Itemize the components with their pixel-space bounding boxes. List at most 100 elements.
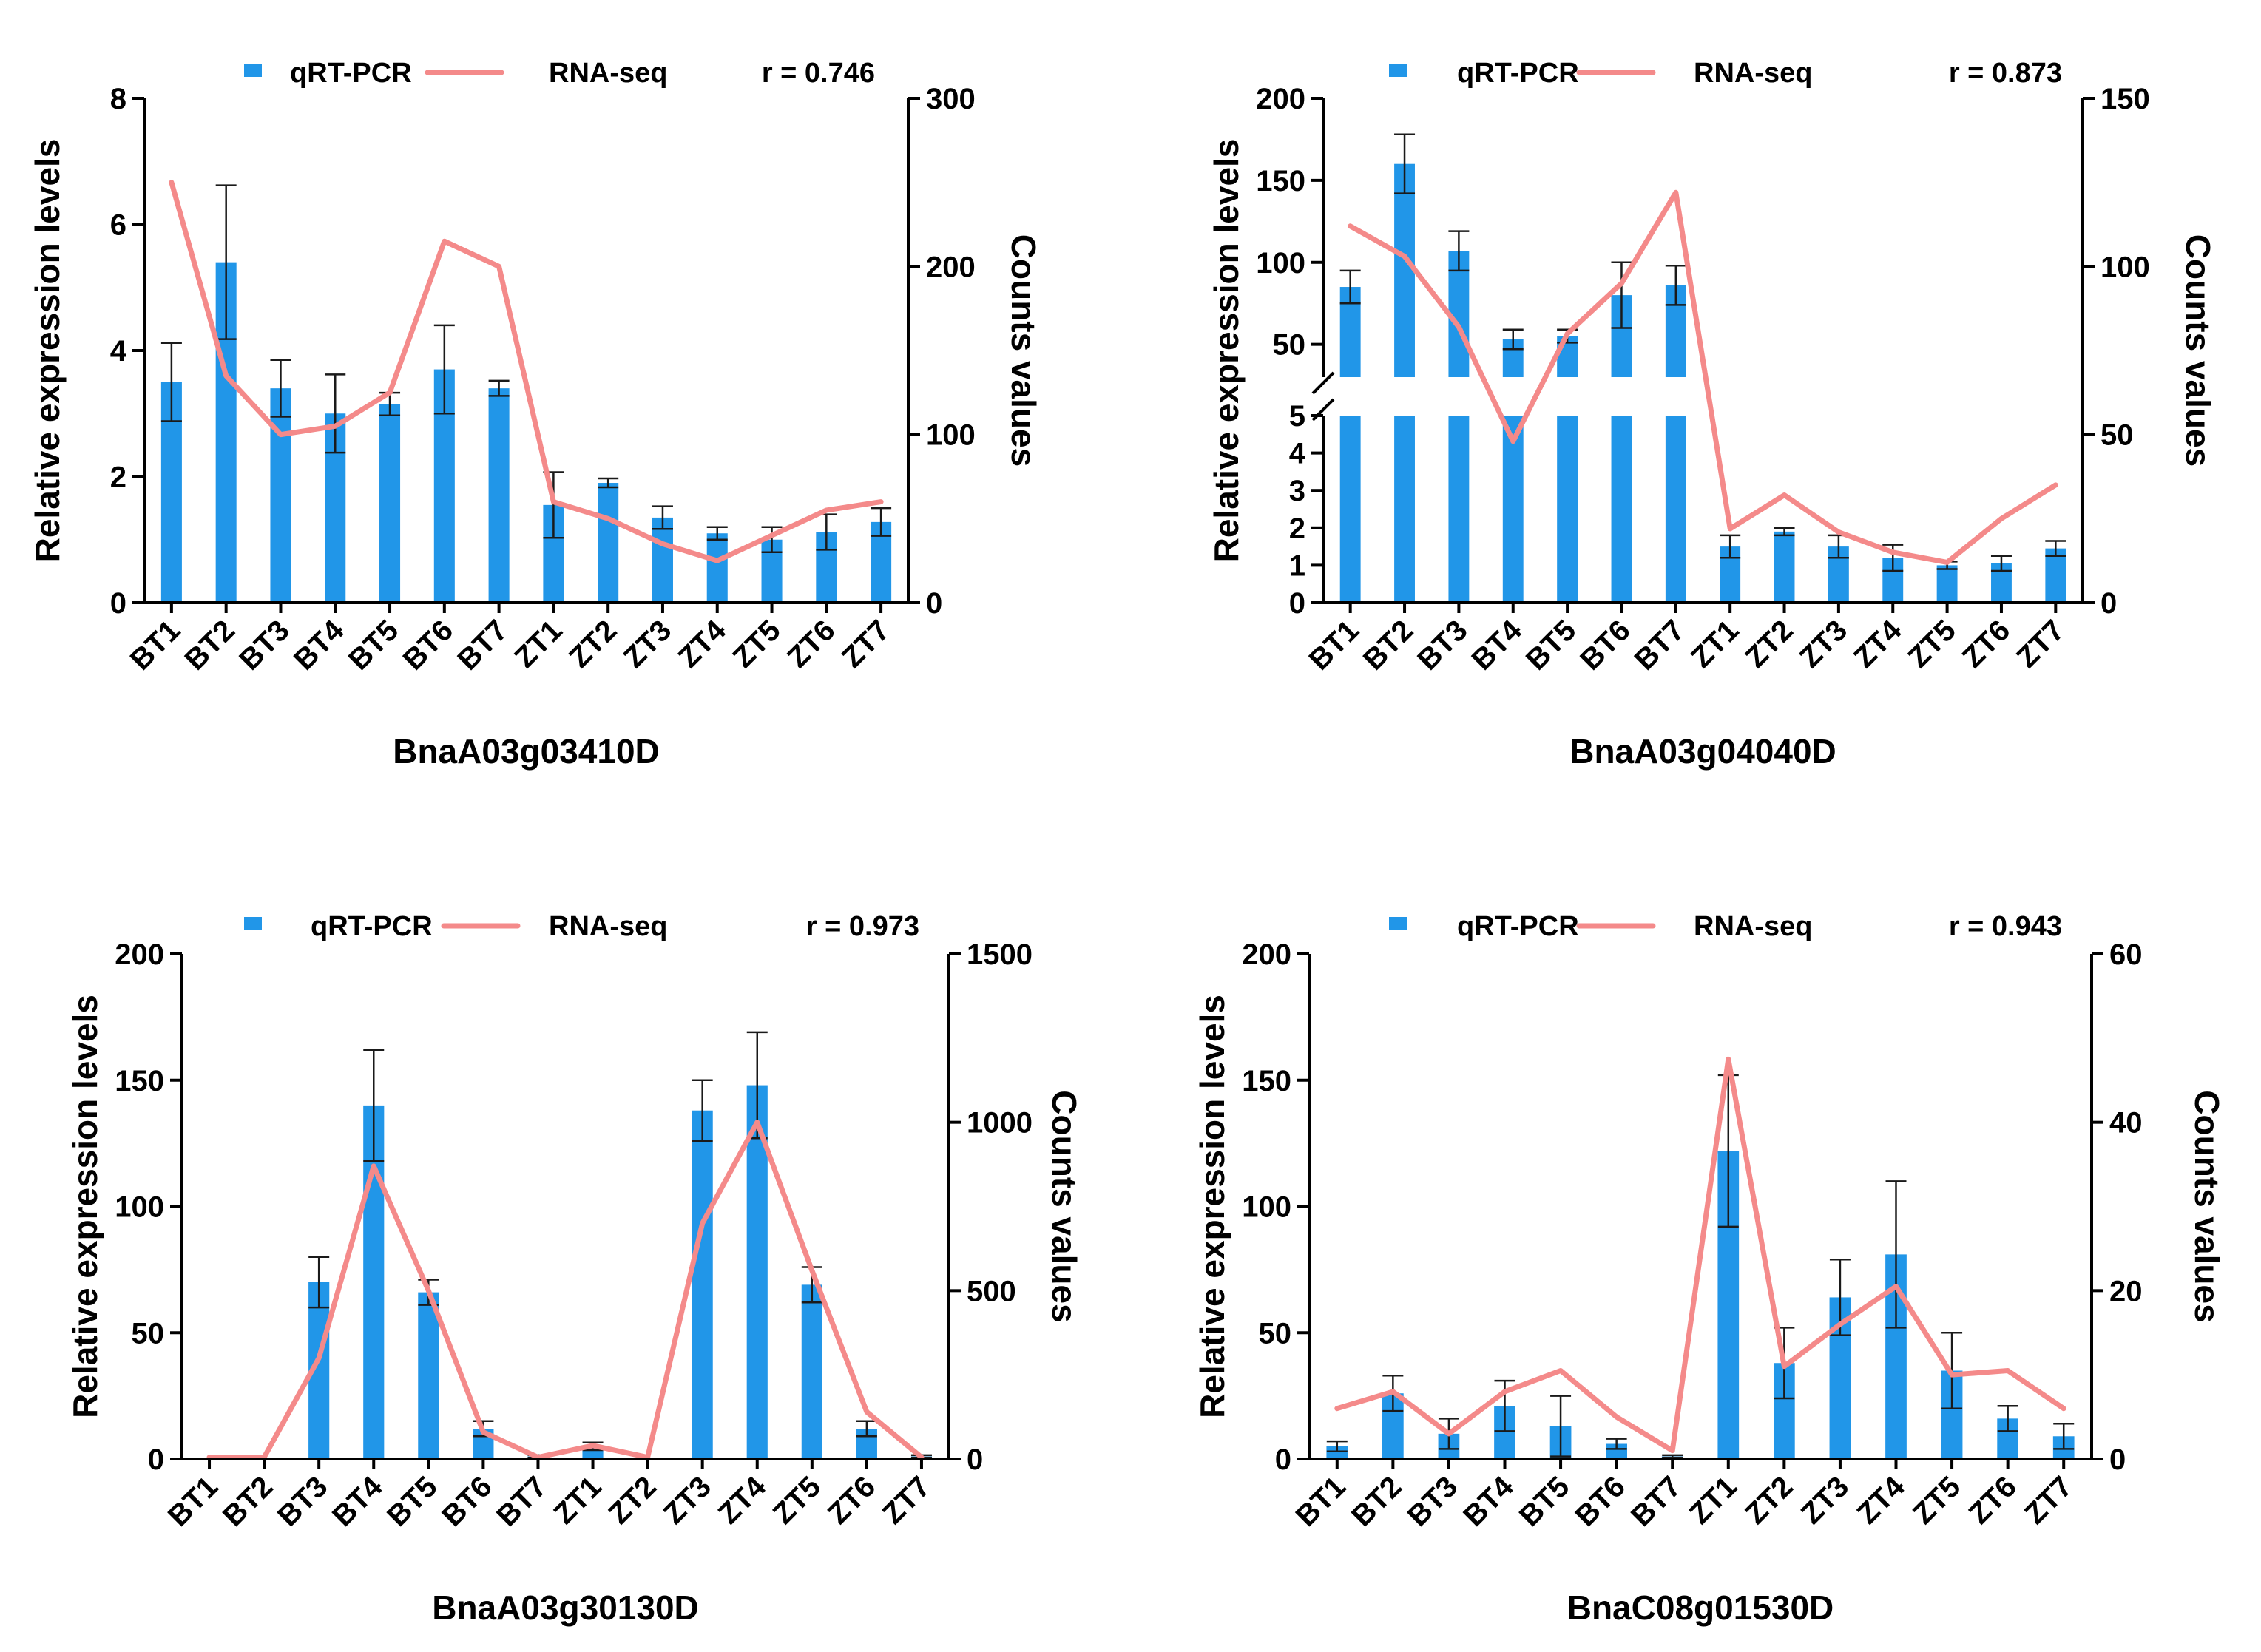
right-tick-label: 0 <box>926 587 942 620</box>
x-tick-label: BT2 <box>178 614 241 677</box>
x-tick-label: BT4 <box>288 614 351 677</box>
correlation-label: r = 0.943 <box>1949 911 2062 942</box>
left-tick-label: 150 <box>115 1065 164 1097</box>
x-tick-label: BT1 <box>124 614 187 677</box>
gene-title: BnaC08g01530D <box>1567 1588 1834 1627</box>
left-tick-label: 200 <box>1242 938 1291 971</box>
bar <box>801 1284 822 1459</box>
right-tick-label: 500 <box>967 1275 1016 1307</box>
chart-panel-4: 0 50 100 150 200 0 20 40 60 BT1BT2BT3BT4BT5BT6BT7… <box>1193 911 2226 1627</box>
x-tick-label: ZT4 <box>672 614 733 674</box>
x-tick-label: BT6 <box>397 614 460 677</box>
legend-bar-swatch <box>1389 917 1407 930</box>
legend-bar-label: qRT-PCR <box>1457 911 1579 942</box>
bar <box>488 388 510 603</box>
x-tick-label: BT4 <box>1466 614 1529 677</box>
x-tick-label: BT3 <box>233 614 296 677</box>
bar <box>1502 416 1524 603</box>
x-tick-label: ZT1 <box>508 614 568 674</box>
x-tick-label: BT2 <box>1357 614 1420 677</box>
x-tick-label: ZT6 <box>822 1470 882 1530</box>
x-tick-label: BT5 <box>381 1470 444 1533</box>
x-tick-label: ZT3 <box>618 614 677 674</box>
left-tick-label: 6 <box>110 209 126 242</box>
x-tick-label: BT7 <box>1625 1470 1688 1533</box>
left-tick-label: 50 <box>1259 1317 1292 1350</box>
right-tick-label: 20 <box>2109 1275 2143 1307</box>
left-tick-label: 8 <box>110 83 126 115</box>
legend-line-label: RNA-seq <box>549 911 667 942</box>
axis-break-mark <box>1311 371 1335 395</box>
x-tick-label: ZT7 <box>836 614 896 674</box>
x-tick-label: BT1 <box>1290 1470 1353 1533</box>
bar <box>652 517 673 603</box>
right-tick-label: 0 <box>2101 587 2117 620</box>
x-tick-label: ZT2 <box>603 1470 663 1530</box>
left-tick-label: 2 <box>1289 512 1305 545</box>
bar <box>418 1292 439 1459</box>
x-tick-label: BT5 <box>1520 614 1583 677</box>
legend-bar-swatch <box>244 64 262 77</box>
x-tick-label: ZT2 <box>563 614 623 674</box>
left-tick-label: 0 <box>148 1443 164 1476</box>
x-tick-label: BT6 <box>436 1470 498 1533</box>
rna-seq-line <box>1348 189 2058 565</box>
x-tick-label: ZT1 <box>1683 1470 1743 1530</box>
x-tick-label: BT1 <box>162 1470 225 1533</box>
chart-panel-1: 024680100200300BT1BT2BT3BT4BT5BT6BT7ZT1Z… <box>28 58 1043 771</box>
right-tick-label: 100 <box>2101 251 2150 283</box>
x-tick-label: ZT4 <box>1851 1470 1911 1531</box>
chart-panel-2: 50100150200012345050100150BT1BT2BT3BT4BT… <box>1207 58 2217 771</box>
left-tick-label: 4 <box>1289 438 1306 470</box>
x-tick-label: ZT3 <box>1794 614 1853 674</box>
x-tick-label: BT4 <box>1457 1470 1520 1533</box>
correlation-label: r = 0.873 <box>1949 58 2062 89</box>
x-tick-label: BT7 <box>1629 614 1691 677</box>
left-tick-label: 50 <box>1273 329 1306 362</box>
x-tick-label: ZT5 <box>1902 614 1962 674</box>
x-tick-label: ZT5 <box>1907 1470 1967 1530</box>
left-tick-label: 0 <box>1289 587 1305 620</box>
bar <box>1394 163 1415 378</box>
right-tick-label: 1000 <box>967 1107 1033 1140</box>
left-tick-label: 100 <box>115 1191 164 1224</box>
bar <box>1339 416 1361 603</box>
y-axis-title: Relative expression levels <box>28 139 67 563</box>
y-axis-title: Relative expression levels <box>1207 139 1246 563</box>
bar <box>692 1110 713 1459</box>
bar <box>1557 416 1578 603</box>
x-tick-label: BT2 <box>1345 1470 1408 1533</box>
y2-axis-title: Counts values <box>2179 234 2217 467</box>
legend-bar-label: qRT-PCR <box>311 911 433 942</box>
x-tick-label: ZT3 <box>1795 1470 1855 1530</box>
bar <box>598 483 619 603</box>
y2-axis-title: Counts values <box>2188 1090 2226 1322</box>
legend-bar-label: qRT-PCR <box>290 58 412 89</box>
right-tick-label: 40 <box>2109 1107 2143 1140</box>
x-tick-label: ZT7 <box>2018 1470 2078 1530</box>
chart-panel-3: 050100150200050010001500BT1BT2BT3BT4BT5B… <box>66 911 1084 1627</box>
bar <box>1774 531 1795 603</box>
left-tick-label: 1 <box>1289 549 1305 582</box>
bar <box>2045 548 2066 603</box>
bar <box>1665 416 1686 603</box>
x-tick-label: ZT7 <box>2010 614 2070 674</box>
gene-title: BnaA03g04040D <box>1569 732 1836 771</box>
left-tick-label: 3 <box>1289 475 1305 507</box>
legend-line-label: RNA-seq <box>549 58 667 89</box>
legend-bar-label: qRT-PCR <box>1457 58 1579 89</box>
x-tick-label: BT1 <box>1302 614 1365 677</box>
left-tick-label: 4 <box>110 335 127 368</box>
right-tick-label: 60 <box>2109 938 2143 971</box>
x-tick-label: ZT6 <box>1963 1470 2023 1530</box>
bar <box>1394 416 1415 603</box>
legend-line-label: RNA-seq <box>1694 911 1812 942</box>
left-tick-label: 0 <box>110 587 126 620</box>
x-tick-label: BT6 <box>1569 1470 1632 1533</box>
y2-axis-title: Counts values <box>1045 1090 1084 1322</box>
x-tick-label: ZT4 <box>712 1470 773 1531</box>
left-tick-label: 100 <box>1256 247 1305 280</box>
legend-bar-swatch <box>1389 64 1407 77</box>
x-tick-label: ZT2 <box>1739 1470 1799 1530</box>
y-axis-title: Relative expression levels <box>1193 995 1231 1418</box>
